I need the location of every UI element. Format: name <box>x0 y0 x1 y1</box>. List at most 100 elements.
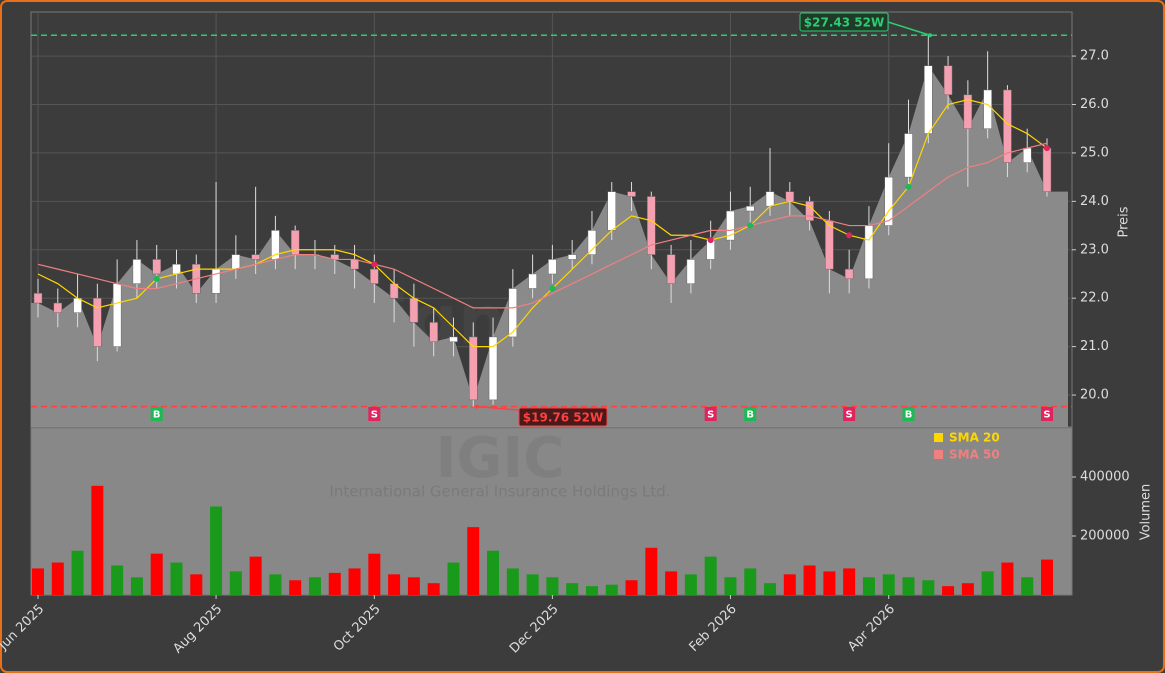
candle-body <box>627 191 636 197</box>
annotation-label: $19.76 52W <box>523 411 603 425</box>
candle-body <box>647 196 656 255</box>
signal-badge <box>902 407 915 421</box>
candle-body <box>488 336 498 401</box>
candle-body <box>132 259 142 284</box>
watermark: IGIC <box>436 426 565 491</box>
signal-dot <box>707 237 714 244</box>
volume-bar <box>427 583 440 595</box>
candle-body <box>469 336 478 401</box>
candle-body <box>548 259 557 275</box>
candle-body <box>350 259 359 270</box>
volume-bar <box>744 568 757 595</box>
candle-body <box>567 254 577 260</box>
candle-body <box>686 259 696 284</box>
signal-badge <box>1041 407 1053 421</box>
candle-body <box>963 94 973 129</box>
candle-body <box>884 176 893 226</box>
signal-dot <box>905 183 912 190</box>
signal-badge <box>843 407 856 421</box>
annotation-box <box>799 12 889 32</box>
y-tick-label: 26.0 <box>1080 97 1109 112</box>
legend-swatch <box>934 433 943 442</box>
signal-badge <box>704 407 717 421</box>
volume-bar <box>249 556 262 595</box>
y-tick-label: 24.0 <box>1080 194 1109 209</box>
volume-bar <box>665 571 678 595</box>
volume-bar <box>566 583 579 595</box>
candle-body <box>825 220 834 270</box>
volume-bar <box>922 580 935 595</box>
signal-label: B <box>905 410 913 421</box>
volume-bar <box>308 577 321 595</box>
candle-body <box>904 133 913 178</box>
volume-bar <box>526 574 539 595</box>
volume-bar <box>1041 559 1053 595</box>
signal-dot <box>371 261 378 268</box>
volume-bar <box>32 568 44 595</box>
y-tick-label: 21.0 <box>1080 339 1109 354</box>
y2-axis-label: Volumen <box>1139 484 1154 541</box>
volume-bar <box>506 568 519 595</box>
volume-bar <box>467 527 480 595</box>
candle-body <box>449 336 458 343</box>
candle-body <box>231 254 241 270</box>
y-axis-label: Preis <box>1117 206 1132 237</box>
candle-body <box>172 264 181 275</box>
candle-body <box>943 65 953 96</box>
annotation-label: $27.43 52W <box>804 16 884 30</box>
volume-bar <box>368 553 381 595</box>
volume-bar <box>269 574 282 595</box>
volume-bar <box>605 584 618 595</box>
signal-dot <box>846 232 853 239</box>
signal-badge <box>744 407 757 421</box>
volume-bar <box>823 571 836 595</box>
volume-bar <box>229 571 242 595</box>
signal-badge <box>368 407 381 421</box>
volume-bar <box>51 562 64 595</box>
candle-body <box>785 191 795 202</box>
volume-bar <box>111 565 124 595</box>
candle-body <box>370 268 379 284</box>
y-tick-label: 22.0 <box>1080 291 1109 306</box>
volume-bar <box>328 572 341 595</box>
candle-body <box>508 288 518 338</box>
volume-bar <box>961 583 974 595</box>
volume-bar <box>91 485 104 595</box>
candle-body <box>726 210 735 241</box>
y2-tick-label: 200000 <box>1080 528 1130 543</box>
annotation-tip <box>928 33 932 38</box>
volume-panel <box>30 427 1073 596</box>
candle-body <box>251 254 260 260</box>
y2-tick-label: 400000 <box>1080 469 1130 484</box>
volume-bar <box>487 550 500 595</box>
candle-body <box>33 293 43 304</box>
watermark: International General Insurance Holdings… <box>329 483 670 501</box>
volume-bar <box>882 574 895 595</box>
volume-bar <box>348 568 361 595</box>
candle-body <box>73 297 82 313</box>
price-area <box>31 65 1068 427</box>
volume-bar <box>981 571 994 595</box>
legend-swatch <box>934 450 943 459</box>
signal-dot <box>1044 145 1050 152</box>
sma-line <box>37 142 1048 309</box>
signal-label: B <box>153 410 161 421</box>
candle-body <box>587 230 597 255</box>
candle-body <box>983 89 992 129</box>
signal-label: B <box>746 410 754 421</box>
signal-label: S <box>371 410 378 421</box>
candle-body <box>844 268 854 280</box>
candle-body <box>745 205 755 212</box>
y-tick-label: 23.0 <box>1080 242 1109 257</box>
legend-label: SMA 20 <box>949 431 1000 445</box>
volume-bar <box>625 580 638 595</box>
volume-bar <box>942 586 955 595</box>
volume-bar <box>783 574 796 595</box>
y-tick-label: 20.0 <box>1080 388 1109 403</box>
volume-bar <box>407 577 420 595</box>
candle-body <box>1042 147 1052 192</box>
volume-bar <box>1001 562 1014 595</box>
volume-bar <box>704 556 717 595</box>
